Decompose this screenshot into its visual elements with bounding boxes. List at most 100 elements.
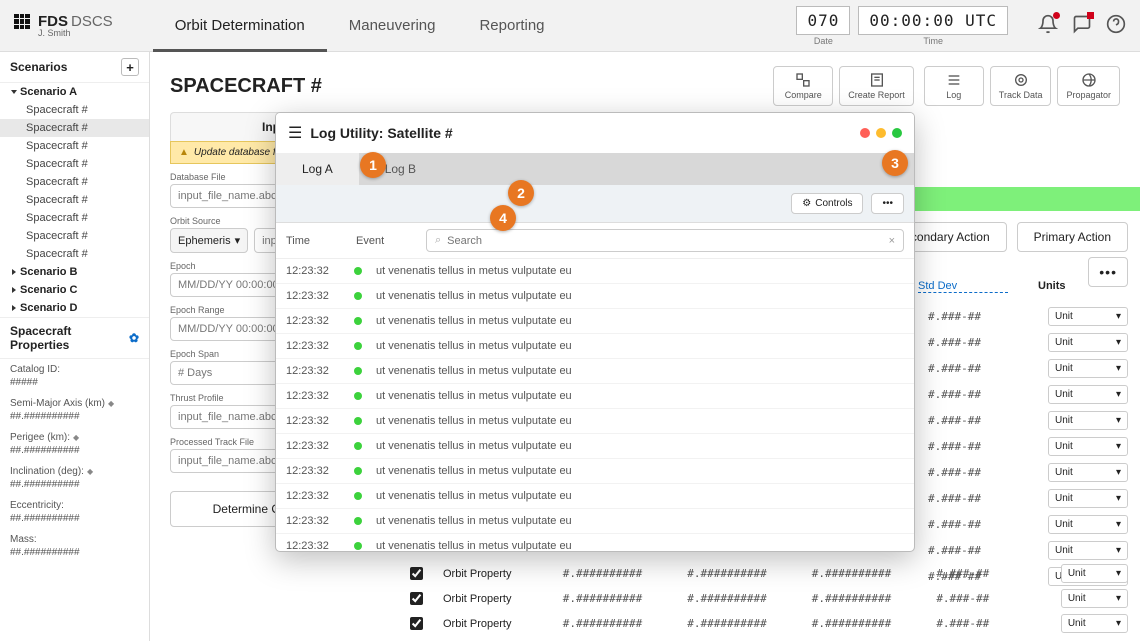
unit-select[interactable]: Unit▾ [1048, 359, 1128, 378]
row-checkbox[interactable] [410, 592, 423, 605]
unit-select[interactable]: Unit▾ [1048, 515, 1128, 534]
status-dot-icon [354, 467, 362, 475]
orbit-source-select[interactable]: Ephemeris▾ [170, 228, 248, 253]
max-dot[interactable] [892, 128, 902, 138]
prop-value: ##### [10, 377, 139, 388]
log-event: ut venenatis tellus in metus vulputate e… [376, 415, 572, 427]
stddev-cell: #.###-## [928, 518, 1018, 531]
add-scenario-button[interactable]: + [121, 58, 139, 76]
log-body[interactable]: 12:23:32 ut venenatis tellus in metus vul… [276, 259, 914, 551]
track-data-button[interactable]: Track Data [990, 66, 1052, 106]
search-box[interactable]: ⌕ × [426, 229, 904, 252]
modal-toolbar: ⚙Controls ••• [276, 185, 914, 223]
modal-titlebar: ☰ Log Utility: Satellite # [276, 113, 914, 153]
app-grid-icon[interactable] [14, 14, 30, 30]
log-row[interactable]: 12:23:32ut venenatis tellus in metus vul… [276, 309, 914, 334]
log-button[interactable]: Log [924, 66, 984, 106]
close-dot[interactable] [860, 128, 870, 138]
unit-select[interactable]: Unit▾ [1061, 614, 1128, 633]
unit-select[interactable]: Unit▾ [1048, 463, 1128, 482]
prop-label: Catalog ID: [10, 364, 139, 375]
sort-icon[interactable]: ◆ [87, 467, 93, 476]
log-row[interactable]: 12:23:32ut venenatis tellus in metus vul… [276, 534, 914, 551]
spacecraft-row[interactable]: Spacecraft # [0, 245, 149, 263]
value-row: #.###-##Unit▾ [928, 463, 1128, 482]
chat-icon[interactable] [1072, 14, 1092, 37]
nav-reporting[interactable]: Reporting [457, 0, 566, 52]
spacecraft-row[interactable]: Spacecraft # [0, 209, 149, 227]
sort-icon[interactable]: ◆ [73, 433, 79, 442]
propagator-button[interactable]: Propagator [1057, 66, 1120, 106]
unit-select[interactable]: Unit▾ [1048, 437, 1128, 456]
search-input[interactable] [447, 235, 882, 247]
tab-log-a[interactable]: Log A [276, 153, 359, 185]
stddev-header[interactable]: Std Dev [918, 280, 1008, 293]
scenario-row[interactable]: Scenario D [0, 299, 149, 317]
modal-menu-icon[interactable]: ☰ [288, 123, 302, 143]
gear-icon[interactable]: ✿ [129, 331, 139, 345]
controls-button[interactable]: ⚙Controls [791, 193, 863, 214]
clear-icon[interactable]: × [889, 235, 895, 247]
scenario-row[interactable]: Scenario C [0, 281, 149, 299]
compare-button[interactable]: Compare [773, 66, 833, 106]
prop-label: Perigee (km): ◆ [10, 432, 139, 443]
log-row[interactable]: 12:23:32 ut venenatis tellus in metus vul… [276, 334, 914, 359]
unit-select[interactable]: Unit▾ [1048, 385, 1128, 404]
spacecraft-row[interactable]: Spacecraft # [0, 155, 149, 173]
spacecraft-row[interactable]: Spacecraft # [0, 191, 149, 209]
log-row[interactable]: 12:23:32ut venenatis tellus in metus vul… [276, 259, 914, 284]
row-checkbox[interactable] [410, 567, 423, 580]
row-checkbox[interactable] [410, 617, 423, 630]
log-event: ut venenatis tellus in metus vulputate e… [376, 340, 572, 352]
create-report-button[interactable]: Create Report [839, 66, 914, 106]
nav-orbit-determination[interactable]: Orbit Determination [153, 0, 327, 52]
prop-value: ##.########## [10, 411, 139, 422]
log-event: ut venenatis tellus in metus vulputate e… [376, 540, 572, 551]
log-row[interactable]: 12:23:32ut venenatis tellus in metus vul… [276, 484, 914, 509]
modal-more-button[interactable]: ••• [871, 193, 904, 214]
unit-select[interactable]: Unit▾ [1048, 307, 1128, 326]
min-dot[interactable] [876, 128, 886, 138]
help-icon[interactable] [1106, 14, 1126, 37]
unit-select[interactable]: Unit▾ [1061, 589, 1128, 608]
value-row: #.###-## Unit▾ [928, 515, 1128, 534]
log-event: ut venenatis tellus in metus vulputate e… [376, 440, 572, 452]
log-time: 12:23:32 [286, 340, 340, 352]
bell-icon[interactable] [1038, 14, 1058, 37]
spacecraft-row[interactable]: Spacecraft # [0, 137, 149, 155]
log-row[interactable]: 12:23:32ut venenatis tellus in metus vul… [276, 459, 914, 484]
unit-select[interactable]: Unit▾ [1048, 411, 1128, 430]
log-row[interactable]: 12:23:32ut venenatis tellus in metus vul… [276, 434, 914, 459]
spacecraft-row[interactable]: Spacecraft # [0, 119, 149, 137]
prop-label: Inclination (deg): ◆ [10, 466, 139, 477]
log-row[interactable]: 12:23:32ut venenatis tellus in metus vul… [276, 359, 914, 384]
prop-value: ##.########## [10, 513, 139, 524]
page-title-row: SPACECRAFT # Compare Create Report Log T… [150, 52, 1140, 114]
log-row[interactable]: 12:23:32ut venenatis tellus in metus vul… [276, 384, 914, 409]
log-row[interactable]: 12:23:32ut venenatis tellus in metus vul… [276, 409, 914, 434]
spacecraft-row[interactable]: Spacecraft # [0, 173, 149, 191]
status-dot-icon [354, 267, 362, 275]
log-row[interactable]: 12:23:32ut venenatis tellus in metus vul… [276, 509, 914, 534]
prop-label: Semi-Major Axis (km) ◆ [10, 398, 139, 409]
unit-select[interactable]: Unit▾ [1048, 541, 1128, 560]
value-rows: #.###-##Unit▾#.###-##Unit▾#.###-##Unit▾#… [928, 307, 1128, 586]
scenario-row[interactable]: Scenario B [0, 263, 149, 281]
primary-action-button[interactable]: Primary Action [1017, 222, 1128, 252]
warning-icon: ▲ [179, 147, 189, 158]
unit-select[interactable]: Unit▾ [1061, 564, 1128, 583]
num-cell: #.########## [563, 567, 668, 580]
spacecraft-row[interactable]: Spacecraft # [0, 227, 149, 245]
scenario-row[interactable]: Scenario A [0, 83, 149, 101]
unit-select[interactable]: Unit▾ [1048, 489, 1128, 508]
spacecraft-row[interactable]: Spacecraft # [0, 101, 149, 119]
nav-maneuvering[interactable]: Maneuvering [327, 0, 458, 52]
bottom-rows: Orbit Property#.###########.###########.… [410, 564, 1128, 633]
callout-3: 3 [882, 150, 908, 176]
sort-icon[interactable]: ◆ [108, 399, 114, 408]
log-time: 12:23:32 [286, 365, 340, 377]
callout-4: 4 [490, 205, 516, 231]
log-row[interactable]: 12:23:32ut venenatis tellus in metus vul… [276, 284, 914, 309]
unit-select[interactable]: Unit▾ [1048, 333, 1128, 352]
num-cell: #.###-## [936, 617, 1041, 630]
